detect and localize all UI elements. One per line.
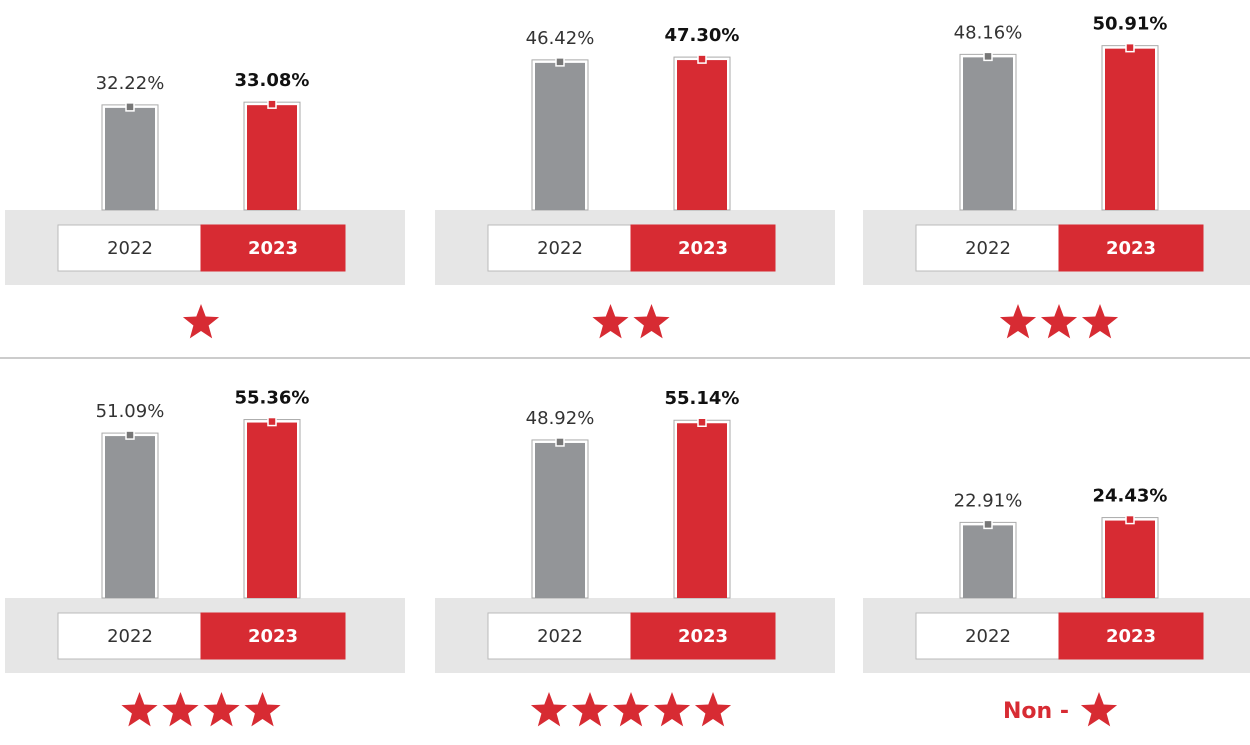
star (1080, 692, 1118, 727)
star (162, 692, 199, 727)
bar (963, 57, 1013, 211)
bar (1105, 520, 1155, 598)
star (612, 692, 650, 727)
legend-label: 2023 (1106, 626, 1156, 647)
value-label: 50.91% (1093, 14, 1168, 35)
value-label: 48.92% (526, 408, 595, 429)
bar-marker (555, 57, 565, 67)
star (571, 692, 609, 727)
bar (677, 60, 727, 211)
legend-box (200, 612, 346, 660)
bar-marker (983, 519, 993, 530)
bar-marker (983, 51, 993, 62)
legend-box (57, 224, 203, 272)
legend-box (200, 224, 346, 272)
legend-box (57, 612, 203, 660)
bar (677, 423, 727, 598)
value-label: 48.16% (954, 22, 1023, 43)
bar-marker (1125, 514, 1135, 525)
legend-box (1058, 224, 1204, 272)
bar-marker (697, 417, 707, 427)
bar-marker (267, 99, 277, 109)
legend-label: 2023 (678, 238, 728, 259)
bar-marker (555, 437, 565, 447)
star (530, 692, 568, 727)
legend-label: 2022 (537, 626, 583, 647)
rating-prefix: Non - (1003, 699, 1069, 724)
star (182, 304, 220, 339)
legend-label: 2022 (965, 626, 1011, 647)
legend-label: 2023 (1106, 238, 1156, 259)
bar-marker (125, 430, 135, 440)
legend-label: 2023 (248, 238, 298, 259)
star (1040, 304, 1078, 339)
value-label: 55.14% (665, 388, 740, 409)
legend-label: 2022 (107, 238, 153, 259)
legend-box (630, 612, 776, 660)
value-label: 32.22% (96, 73, 165, 94)
legend-box (915, 224, 1061, 272)
bar-marker (125, 102, 135, 112)
bar (1105, 48, 1155, 210)
star (1081, 304, 1119, 339)
value-label: 24.43% (1093, 486, 1168, 507)
value-label: 55.36% (235, 388, 310, 409)
star (694, 692, 732, 727)
bar-marker (1125, 42, 1135, 53)
legend-box (1058, 612, 1204, 660)
bar (535, 62, 585, 210)
legend-label: 2023 (678, 626, 728, 647)
star (999, 304, 1037, 339)
legend-box (630, 224, 776, 272)
bar-marker (267, 416, 277, 427)
bar (247, 422, 297, 598)
legend-label: 2022 (107, 626, 153, 647)
legend-label: 2022 (537, 238, 583, 259)
bar (105, 107, 155, 210)
legend-box (487, 612, 633, 660)
star (592, 304, 629, 339)
legend-label: 2022 (965, 238, 1011, 259)
star (653, 692, 691, 727)
bar (963, 525, 1013, 598)
value-label: 47.30% (665, 25, 740, 46)
bar (105, 436, 155, 598)
legend-box (487, 224, 633, 272)
bar-marker (697, 54, 707, 64)
value-label: 22.91% (954, 490, 1023, 511)
legend-label: 2023 (248, 626, 298, 647)
star (244, 692, 281, 727)
star (633, 304, 670, 339)
value-label: 46.42% (526, 28, 595, 49)
value-label: 33.08% (235, 70, 310, 91)
bar (535, 442, 585, 598)
value-label: 51.09% (96, 401, 165, 422)
bar (247, 105, 297, 210)
star (203, 692, 240, 727)
star (121, 692, 158, 727)
